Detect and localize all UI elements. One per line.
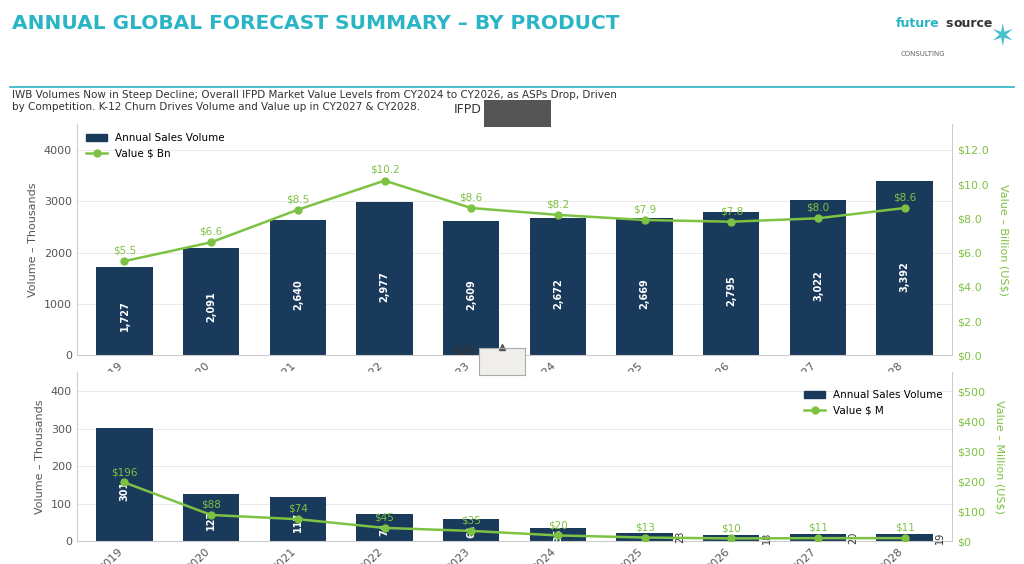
Text: 117: 117 — [293, 512, 303, 532]
Text: ✶: ✶ — [989, 23, 1014, 51]
Bar — [443, 221, 500, 355]
Bar — [356, 514, 413, 541]
Bar — [616, 218, 673, 355]
Text: 74: 74 — [380, 522, 389, 536]
Text: $8.0: $8.0 — [806, 202, 829, 213]
Text: CONSULTING: CONSULTING — [901, 51, 946, 57]
Text: $45: $45 — [375, 513, 394, 523]
Text: $11: $11 — [808, 523, 827, 533]
Text: 3,022: 3,022 — [813, 270, 823, 301]
Text: ANNUAL GLOBAL FORECAST SUMMARY – BY PRODUCT: ANNUAL GLOBAL FORECAST SUMMARY – BY PROD… — [12, 14, 620, 33]
Text: 127: 127 — [206, 510, 216, 530]
Text: $10: $10 — [721, 523, 741, 533]
Text: 301: 301 — [120, 481, 129, 501]
Bar — [877, 181, 933, 355]
Bar — [96, 428, 153, 541]
Bar — [877, 534, 933, 541]
Text: $7.9: $7.9 — [633, 204, 656, 214]
Text: 1,727: 1,727 — [120, 300, 129, 331]
Text: 2,672: 2,672 — [553, 278, 563, 309]
Bar — [96, 267, 153, 355]
Text: 35: 35 — [553, 529, 563, 542]
Text: IFPD: IFPD — [454, 103, 481, 116]
Bar — [529, 218, 586, 355]
Text: s: s — [945, 17, 952, 30]
Text: 2,977: 2,977 — [380, 271, 389, 302]
Bar — [269, 497, 326, 541]
Bar — [443, 518, 500, 541]
Bar — [790, 200, 846, 355]
Text: IWB: IWB — [452, 345, 476, 358]
Text: $8.6: $8.6 — [460, 192, 483, 202]
Text: $8.2: $8.2 — [546, 199, 569, 209]
Y-axis label: Volume – Thousands: Volume – Thousands — [29, 182, 38, 297]
Legend: Annual Sales Volume, Value $ M: Annual Sales Volume, Value $ M — [800, 386, 947, 420]
Text: IWB Volumes Now in Steep Decline; Overall IFPD Market Value Levels from CY2024 t: IWB Volumes Now in Steep Decline; Overal… — [12, 90, 617, 112]
Bar — [616, 533, 673, 541]
Bar — [183, 248, 240, 355]
Text: 61: 61 — [466, 525, 476, 538]
Text: future: future — [896, 17, 940, 30]
Text: 2,669: 2,669 — [640, 278, 649, 309]
Y-axis label: Value – Million (US$): Value – Million (US$) — [994, 400, 1005, 514]
Text: $20: $20 — [548, 520, 567, 530]
Text: 2,609: 2,609 — [466, 280, 476, 310]
Bar — [790, 534, 846, 541]
Bar — [269, 219, 326, 355]
Text: 20: 20 — [848, 531, 858, 544]
Text: $35: $35 — [461, 515, 481, 526]
Text: $13: $13 — [635, 522, 654, 532]
Text: 3,392: 3,392 — [900, 262, 909, 292]
Bar — [529, 528, 586, 541]
Text: $74: $74 — [288, 504, 308, 514]
Text: 23: 23 — [675, 531, 685, 543]
Text: 2,091: 2,091 — [206, 292, 216, 323]
Text: $10.2: $10.2 — [370, 165, 399, 175]
Text: $6.6: $6.6 — [200, 227, 223, 237]
Text: $8.6: $8.6 — [893, 192, 916, 202]
Text: 2,795: 2,795 — [726, 275, 736, 306]
Text: 18: 18 — [762, 532, 772, 544]
Text: $8.5: $8.5 — [287, 194, 309, 204]
Bar — [703, 535, 760, 541]
Bar — [356, 202, 413, 355]
Text: $11: $11 — [895, 523, 914, 533]
Text: 2,640: 2,640 — [293, 279, 303, 310]
Text: $88: $88 — [202, 500, 221, 510]
Text: $7.8: $7.8 — [720, 206, 742, 216]
Text: $5.5: $5.5 — [113, 245, 136, 255]
Bar — [183, 494, 240, 541]
Bar — [703, 212, 760, 355]
Y-axis label: Value – Billion (US$): Value – Billion (US$) — [998, 184, 1009, 296]
Y-axis label: Volume – Thousands: Volume – Thousands — [35, 399, 45, 514]
Text: 19: 19 — [935, 532, 945, 544]
Legend: Annual Sales Volume, Value $ Bn: Annual Sales Volume, Value $ Bn — [82, 129, 229, 163]
Text: $196: $196 — [112, 467, 137, 477]
Text: ource: ource — [953, 17, 992, 30]
